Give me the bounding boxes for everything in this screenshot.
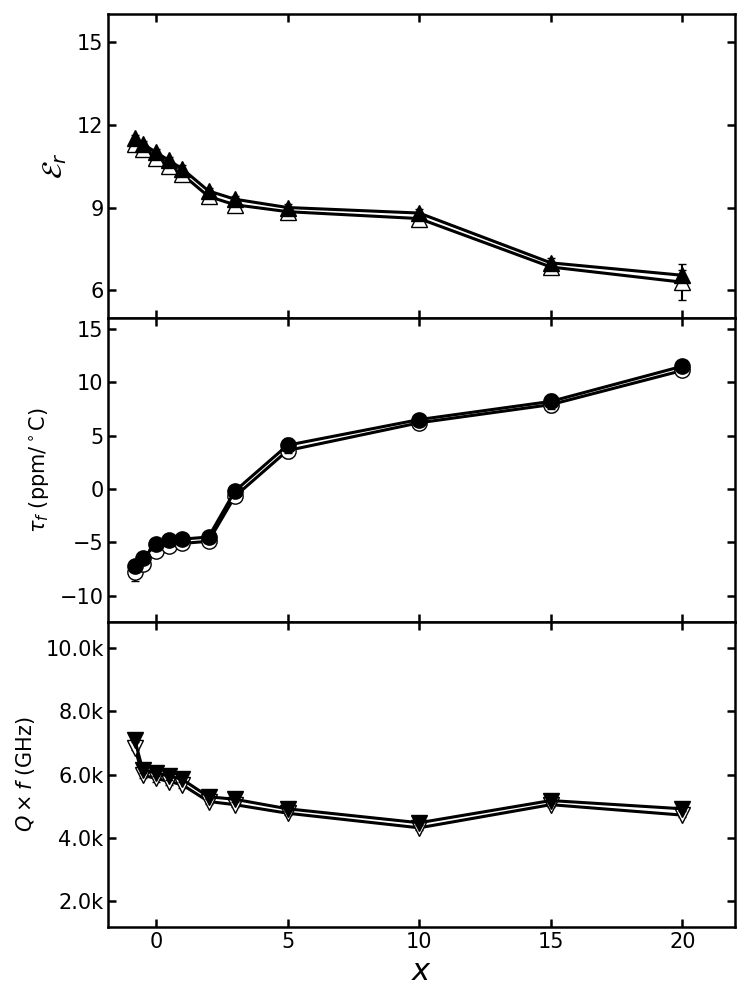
X-axis label: $x$: $x$ — [411, 957, 432, 986]
Y-axis label: $\mathcal{E}_r$: $\mathcal{E}_r$ — [40, 153, 69, 179]
Y-axis label: $Q\times f$ (GHz): $Q\times f$ (GHz) — [14, 717, 37, 832]
Y-axis label: $\tau_f$ (ppm/$^\circ$C): $\tau_f$ (ppm/$^\circ$C) — [27, 408, 51, 533]
